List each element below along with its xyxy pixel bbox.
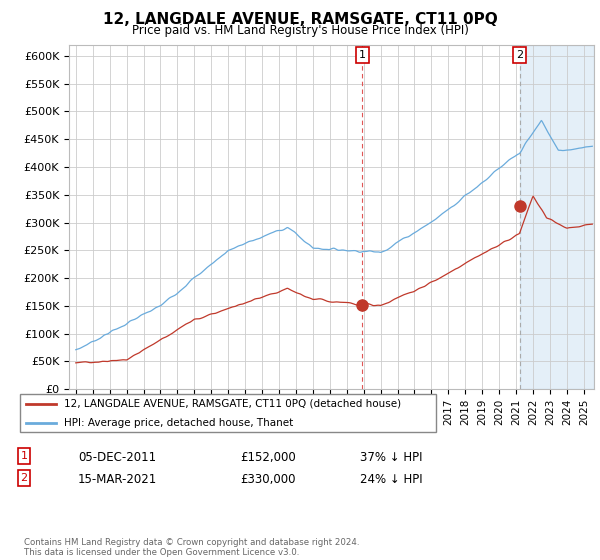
Text: 24% ↓ HPI: 24% ↓ HPI bbox=[360, 473, 422, 486]
Text: 15-MAR-2021: 15-MAR-2021 bbox=[78, 473, 157, 486]
Text: 1: 1 bbox=[359, 50, 366, 60]
FancyBboxPatch shape bbox=[20, 394, 436, 432]
Text: 12, LANGDALE AVENUE, RAMSGATE, CT11 0PQ (detached house): 12, LANGDALE AVENUE, RAMSGATE, CT11 0PQ … bbox=[64, 399, 401, 409]
Text: 05-DEC-2011: 05-DEC-2011 bbox=[78, 451, 156, 464]
Text: 12, LANGDALE AVENUE, RAMSGATE, CT11 0PQ: 12, LANGDALE AVENUE, RAMSGATE, CT11 0PQ bbox=[103, 12, 497, 27]
Text: 1: 1 bbox=[20, 451, 28, 461]
Text: 2: 2 bbox=[516, 50, 523, 60]
Text: Contains HM Land Registry data © Crown copyright and database right 2024.
This d: Contains HM Land Registry data © Crown c… bbox=[24, 538, 359, 557]
Text: HPI: Average price, detached house, Thanet: HPI: Average price, detached house, Than… bbox=[64, 418, 293, 428]
Bar bbox=[520, 45, 594, 389]
Text: 2: 2 bbox=[20, 473, 28, 483]
Text: £330,000: £330,000 bbox=[240, 473, 296, 486]
Text: £152,000: £152,000 bbox=[240, 451, 296, 464]
Text: 37% ↓ HPI: 37% ↓ HPI bbox=[360, 451, 422, 464]
Text: Price paid vs. HM Land Registry's House Price Index (HPI): Price paid vs. HM Land Registry's House … bbox=[131, 24, 469, 37]
